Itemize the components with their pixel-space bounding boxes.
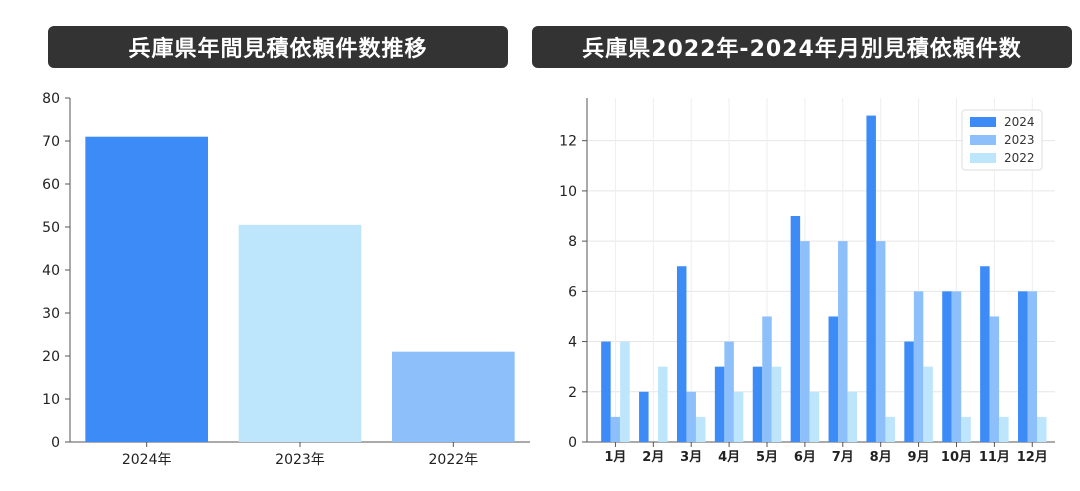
right-bar-2023-9月 [913,291,924,442]
left-bar-2024年 [85,136,208,442]
right-bar-2022-10月 [961,416,971,442]
left-y-tick-label: 50 [42,220,60,236]
right-bar-2022-1月 [620,341,630,442]
right-x-tick-label: 4月 [718,450,740,465]
right-bar-2023-12月 [1027,291,1038,442]
left-bar-2022年 [392,351,515,442]
right-x-tick-label: 6月 [794,450,816,465]
right-bar-2024-2月 [639,391,649,442]
right-x-tick-label: 1月 [604,450,626,465]
right-y-tick-label: 12 [559,134,577,150]
right-x-tick-label: 7月 [832,450,854,465]
right-bar-2023-10月 [951,291,962,442]
right-x-tick-label: 2月 [642,450,664,465]
right-bar-2022-12月 [1037,416,1047,442]
right-bar-2022-3月 [695,416,706,442]
legend-swatch-2024 [970,117,996,127]
right-bar-2024-6月 [790,216,801,442]
right-chart-title: 兵庫県2022年-2024年月別見積依頼件数 [532,26,1072,68]
right-bar-2023-3月 [686,391,696,442]
left-y-tick-label: 60 [42,177,60,193]
right-bar-2022-7月 [847,391,858,442]
right-x-tick-label: 9月 [908,450,930,465]
left-y-tick-label: 40 [42,263,60,279]
left-y-tick-label: 70 [42,134,60,150]
right-bar-2022-8月 [885,416,895,442]
right-bar-2024-5月 [752,366,763,442]
right-x-tick-label: 5月 [756,450,778,465]
right-bar-2024-11月 [980,266,990,442]
legend-label-2023: 2023 [1004,133,1035,147]
right-bar-2023-7月 [838,241,848,442]
right-bar-2022-6月 [809,391,820,442]
right-x-tick-label: 3月 [680,450,702,465]
right-bar-2022-2月 [658,366,668,442]
left-bar-2023年 [238,224,362,442]
left-x-tick-label: 2023年 [275,452,325,468]
right-bar-2022-11月 [999,416,1009,442]
right-y-tick-label: 4 [568,335,577,351]
left-x-tick-label: 2022年 [429,452,479,468]
left-y-tick-label: 30 [42,306,60,322]
right-bar-2023-6月 [800,241,810,442]
right-bar-2022-4月 [733,391,744,442]
left-y-tick-label: 80 [42,91,60,107]
right-bar-2022-9月 [923,366,933,442]
left-chart-title: 兵庫県年間見積依頼件数推移 [48,26,508,68]
left-y-tick-label: 20 [42,349,60,365]
legend-swatch-2022 [970,153,996,163]
right-bar-2024-3月 [676,266,687,442]
right-y-tick-label: 6 [568,284,577,300]
right-bar-2023-8月 [875,241,886,442]
right-y-tick-label: 0 [568,435,577,451]
right-x-tick-label: 12月 [1017,450,1048,465]
right-bar-2024-1月 [601,341,611,442]
left-y-tick-label: 0 [51,435,60,451]
right-bar-2024-10月 [942,291,952,442]
right-y-tick-label: 8 [568,234,577,250]
right-bar-2024-12月 [1018,291,1028,442]
right-bar-2024-7月 [828,316,839,442]
right-bar-2023-4月 [724,341,734,442]
right-bar-2023-1月 [610,416,621,442]
right-x-tick-label: 8月 [870,450,892,465]
right-y-tick-label: 2 [568,385,577,401]
right-y-tick-label: 10 [559,184,577,200]
right-x-tick-label: 10月 [941,450,972,465]
left-y-tick-label: 10 [42,392,60,408]
legend-label-2024: 2024 [1004,115,1035,129]
left-x-tick-label: 2024年 [122,452,172,468]
right-bar-2024-4月 [714,366,725,442]
legend-swatch-2023 [970,135,996,145]
right-bar-2022-5月 [771,366,782,442]
right-bar-2024-8月 [866,115,876,442]
right-bar-2023-11月 [989,316,1000,442]
right-bar-2024-9月 [904,341,914,442]
legend-label-2022: 2022 [1004,151,1035,165]
right-x-tick-label: 11月 [979,450,1010,465]
right-bar-2023-5月 [762,316,772,442]
